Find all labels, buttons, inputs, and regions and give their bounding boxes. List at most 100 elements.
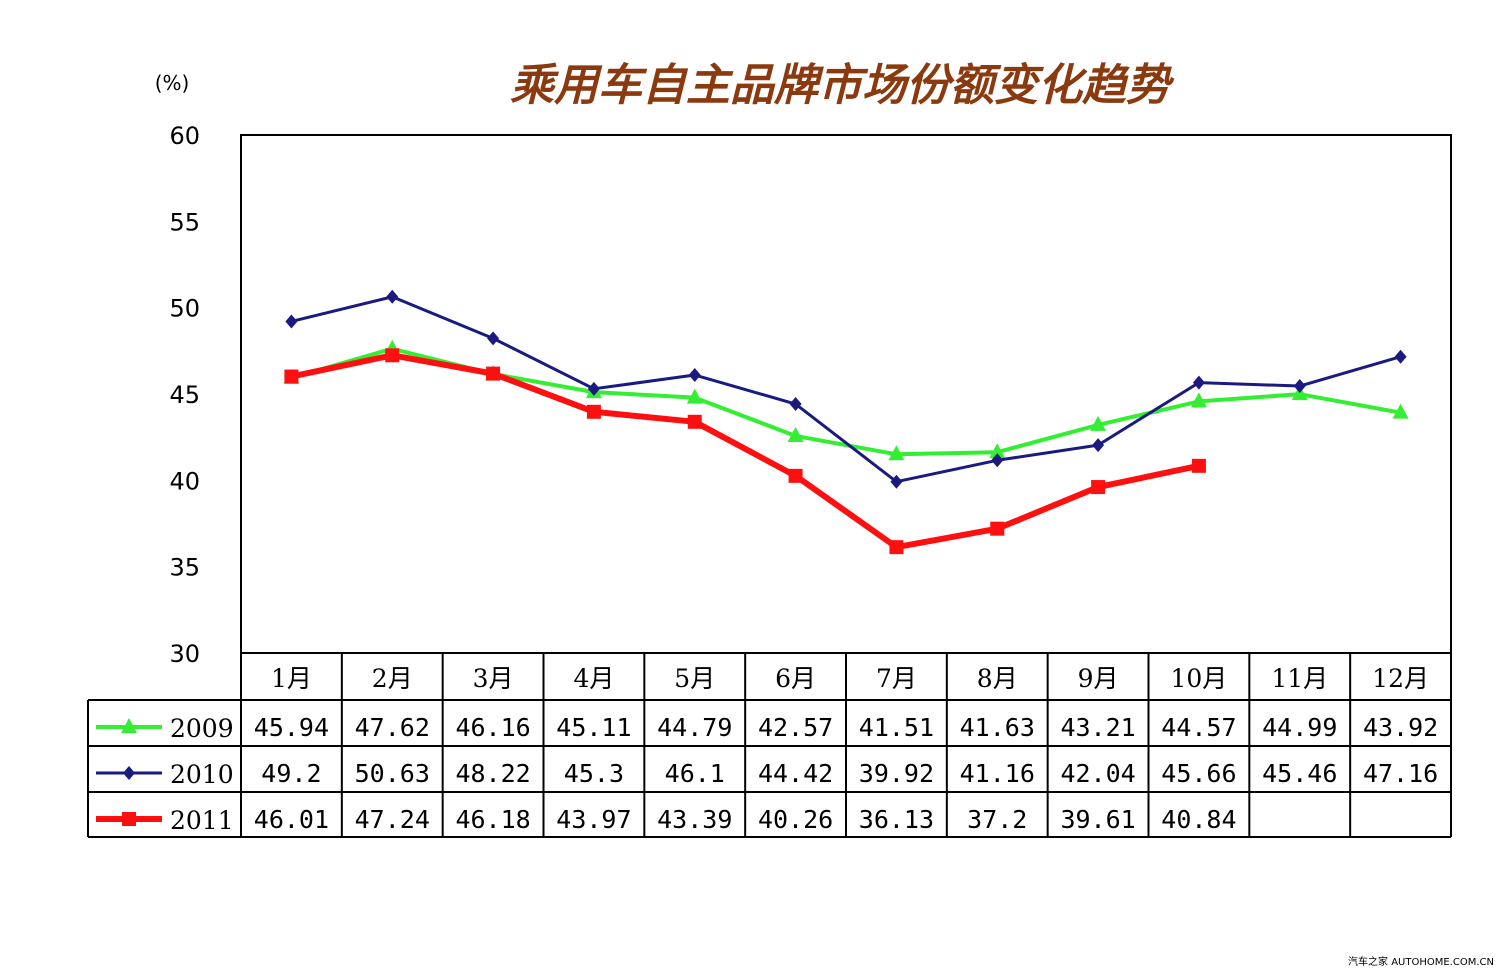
- x-category-label: 4月: [573, 664, 614, 693]
- data-point-2009-9: [1090, 415, 1107, 431]
- y-tick-label: 50: [169, 295, 200, 323]
- legend-marker-2011: [122, 812, 136, 826]
- x-category-label: 3月: [473, 664, 514, 693]
- table-cell-value: 43.97: [556, 805, 631, 834]
- data-point-2009-8: [989, 443, 1006, 459]
- data-point-2010-5: [688, 368, 701, 383]
- data-point-2010-1: [285, 314, 298, 329]
- data-point-2010-7: [890, 474, 903, 489]
- x-category-label: 9月: [1078, 664, 1119, 693]
- table-cell-value: 46.1: [665, 759, 725, 788]
- x-category-label: 6月: [775, 664, 816, 693]
- table-cell-value: 41.16: [960, 759, 1035, 788]
- y-tick-label: 45: [169, 381, 200, 409]
- data-point-2010-3: [487, 331, 500, 346]
- table-cell-value: 39.92: [859, 759, 934, 788]
- table-cell-value: 42.57: [758, 713, 833, 742]
- series-2011: [284, 348, 1206, 555]
- legend-marker-2010: [123, 766, 135, 780]
- y-tick-label: 55: [169, 208, 200, 236]
- table-cell-value: 44.99: [1262, 713, 1337, 742]
- series-layer: [283, 289, 1409, 555]
- y-tick-label: 60: [169, 122, 200, 150]
- legend-marker-2009: [121, 718, 137, 733]
- data-table: 1月 2月 3月 4月 5月 6月 7月 8月 9月 10月 11月 12月 2009 45.94 47.6…: [87, 653, 1452, 838]
- table-cell-value: 43.39: [657, 805, 732, 834]
- legend-label-2009: 2009: [170, 714, 234, 743]
- y-tick-label: 30: [169, 640, 200, 668]
- table-cell-value: 40.26: [758, 805, 833, 834]
- data-point-2010-9: [1092, 438, 1105, 453]
- data-point-2010-12: [1394, 349, 1407, 364]
- x-category-label: 5月: [674, 664, 715, 693]
- table-cell-value: 48.22: [455, 759, 530, 788]
- table-cell-value: 47.16: [1363, 759, 1438, 788]
- data-point-2011-3: [486, 366, 501, 381]
- table-cell-value: 42.04: [1060, 759, 1135, 788]
- data-point-2011-8: [990, 521, 1005, 536]
- x-category-label: 7月: [876, 664, 917, 693]
- table-cell-value: 43.21: [1060, 713, 1135, 742]
- data-point-2011-10: [1191, 458, 1206, 473]
- table-cell-value: 49.2: [261, 759, 321, 788]
- watermark: 汽车之家 AUTOHOME.COM.CN: [1348, 955, 1494, 968]
- y-tick-label: 40: [169, 467, 200, 495]
- legend-label-2011: 2011: [170, 806, 234, 835]
- table-cell-value: 50.63: [355, 759, 430, 788]
- table-cell-value: 39.61: [1060, 805, 1135, 834]
- data-point-2009-6: [787, 426, 804, 442]
- legend-entry-2011: 2011: [96, 806, 234, 835]
- table-cell-value: 40.84: [1161, 805, 1236, 834]
- y-tick-label: 35: [169, 554, 200, 582]
- series-line-2010: [291, 295, 1402, 484]
- data-point-2011-1: [284, 369, 299, 384]
- table-cell-value: 46.16: [455, 713, 530, 742]
- data-point-2011-4: [586, 404, 601, 419]
- table-cell-value: 45.46: [1262, 759, 1337, 788]
- data-point-2010-4: [587, 381, 600, 396]
- x-category-label: 2月: [372, 664, 413, 693]
- table-cell-value: 41.51: [859, 713, 934, 742]
- legend-label-2010: 2010: [170, 760, 234, 789]
- x-category-label: 12月: [1372, 664, 1429, 693]
- y-axis-ticks: 30 35 40 45 50 55 60: [169, 122, 200, 668]
- data-point-2010-6: [789, 397, 802, 412]
- data-point-2011-6: [788, 468, 803, 483]
- series-line-2011: [290, 352, 1200, 551]
- table-cell-value: 47.62: [355, 713, 430, 742]
- table-cell-value: 46.01: [254, 805, 329, 834]
- data-point-2009-10: [1190, 392, 1207, 408]
- data-point-2010-10: [1192, 375, 1205, 390]
- data-point-2011-9: [1091, 480, 1106, 495]
- table-cell-value: 43.92: [1363, 713, 1438, 742]
- series-2010: [285, 289, 1407, 489]
- table-cell-value: 45.11: [556, 713, 631, 742]
- data-point-2011-7: [889, 540, 904, 555]
- data-point-2010-11: [1293, 379, 1306, 394]
- chart-title: 乘用车自主品牌市场份额变化趋势: [510, 60, 1175, 111]
- x-category-label: 1月: [271, 664, 312, 693]
- plot-area: [240, 134, 1452, 654]
- table-cell-value: 37.2: [967, 805, 1027, 834]
- legend-entry-2010: 2010: [96, 760, 234, 789]
- x-category-label: 11月: [1271, 664, 1328, 693]
- table-cell-value: 41.63: [960, 713, 1035, 742]
- table-cell-value: 45.3: [564, 759, 624, 788]
- x-category-label: 10月: [1171, 664, 1228, 693]
- table-cell-value: 44.57: [1161, 713, 1236, 742]
- data-point-2009-7: [888, 445, 905, 461]
- table-cell-value: 44.42: [758, 759, 833, 788]
- table-cell-value: 45.66: [1161, 759, 1236, 788]
- table-cell-value: 45.94: [254, 713, 329, 742]
- y-axis-unit-label: (%): [155, 71, 190, 95]
- x-category-label: 8月: [977, 664, 1018, 693]
- data-point-2011-2: [385, 348, 400, 363]
- table-cell-value: 47.24: [355, 805, 430, 834]
- data-point-2010-8: [991, 453, 1004, 468]
- legend-entry-2009: 2009: [96, 714, 234, 743]
- data-point-2009-5: [686, 388, 703, 404]
- table-cell-value: 36.13: [859, 805, 934, 834]
- data-point-2011-5: [687, 414, 702, 429]
- table-cell-value: 44.79: [657, 713, 732, 742]
